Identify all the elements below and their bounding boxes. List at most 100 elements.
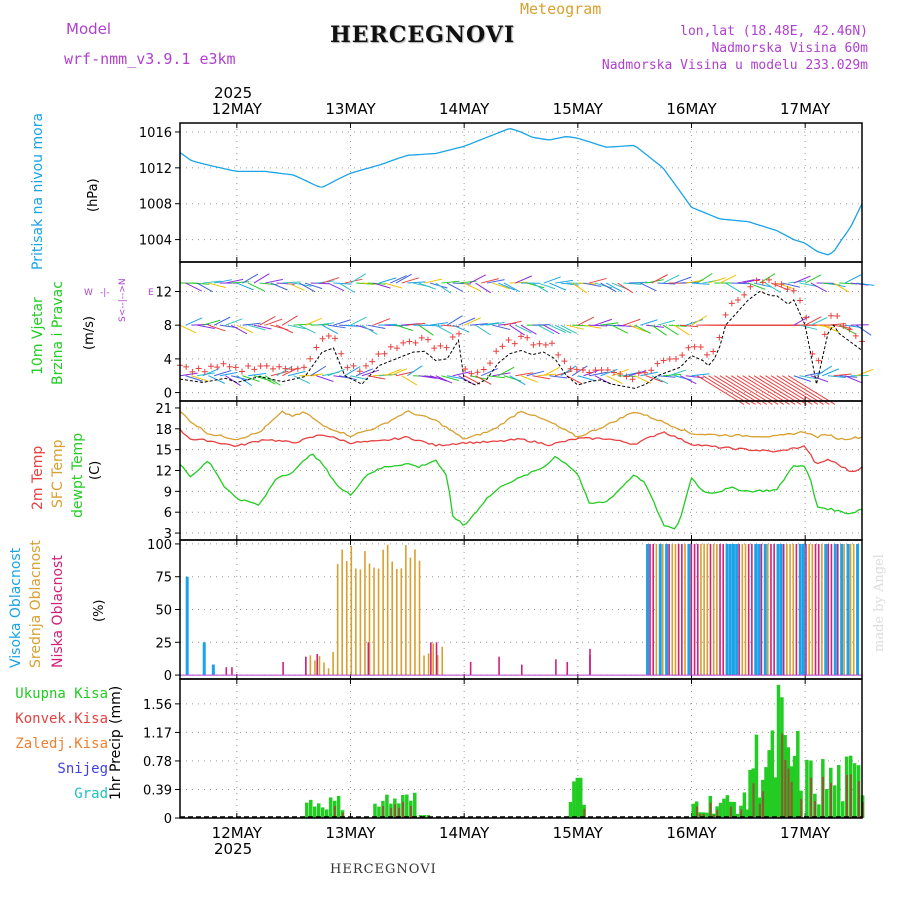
- wind-arrow-0-63: [537, 282, 556, 290]
- cloud-bar-l-81: [747, 543, 750, 676]
- wind-arrow-0-22: [304, 282, 323, 290]
- wind-gust-9: [232, 364, 239, 371]
- wind-gust-80: [673, 355, 679, 362]
- cloud-bar-m-57: [671, 543, 674, 676]
- cloud-bar-l-69: [709, 543, 712, 676]
- wind-arrow-2-113: [822, 368, 840, 377]
- wind-arrow-1-119: [856, 324, 872, 336]
- cloud-bar-l-73: [722, 543, 725, 676]
- wind-gust-94: [759, 279, 766, 286]
- precip-bar-4: [320, 807, 325, 818]
- cloud-bar-l-78: [738, 543, 740, 676]
- day-label-top-4: 16MAY: [666, 100, 717, 118]
- wind-gust-56: [524, 334, 531, 341]
- wind-arrow-2-26: [327, 368, 345, 377]
- wind-arrow-1-20: [293, 323, 312, 326]
- precip-conv-bar-30: [695, 806, 698, 818]
- precip-bar-29: [691, 803, 695, 818]
- cloud-bar-l-82: [751, 543, 753, 676]
- wind-gust-10: [239, 368, 245, 375]
- precip-bar-45: [746, 809, 750, 818]
- wind-arrow-2-92: [702, 375, 751, 405]
- wind-arrow-0-18: [282, 281, 301, 284]
- wind-arrow-2-107: [787, 375, 836, 405]
- cloud-unit-label: (%): [92, 599, 107, 623]
- precip-bar-70: [825, 789, 829, 818]
- wind-arrow-2-0: [179, 372, 198, 377]
- wind-arrow-2-69: [571, 365, 588, 377]
- wind-gust-33: [381, 350, 388, 357]
- cloud-bar-m-20: [373, 567, 375, 676]
- ytick-label-wind-3: 12: [155, 285, 172, 300]
- cloud-bar-l-65: [696, 543, 699, 676]
- wind-arrow-0-28: [338, 282, 355, 293]
- wind-arrow-0-43: [424, 278, 443, 284]
- wind-arrow-0-46: [441, 280, 460, 284]
- compass-north-label: S<--|-->N: [118, 278, 128, 322]
- precip-bar-53: [770, 730, 775, 818]
- wind-arrow-1-8: [225, 318, 243, 326]
- wind-gust-70: [611, 369, 617, 376]
- wind-arrow-1-17: [276, 324, 294, 334]
- wind-gust-21: [307, 355, 314, 362]
- wind-gust-39: [418, 334, 425, 341]
- wind-gust-6: [214, 364, 221, 371]
- wind-arrow-2-112: [816, 365, 832, 377]
- wind-arrow-1-52: [475, 324, 491, 336]
- wind-arrow-2-75: [606, 375, 623, 385]
- wind-arrow-0-17: [276, 282, 295, 285]
- wind-gust-47: [468, 370, 475, 377]
- wind-gust-28: [350, 362, 357, 369]
- wind-arrow-1-30: [350, 316, 367, 326]
- cloud-bar-l-3: [225, 667, 228, 676]
- cloud-bar-m-13: [341, 549, 344, 676]
- wind-gust-65: [580, 366, 586, 373]
- wind-gust-7: [220, 360, 227, 367]
- wind-gust-108: [846, 326, 853, 333]
- wind-arrow-2-101: [753, 375, 802, 405]
- wind-gust-42: [437, 342, 444, 349]
- cloud-bar-h-76: [731, 543, 735, 676]
- cloud-bar-m-14: [345, 561, 348, 676]
- precip-bar-37: [718, 802, 723, 818]
- precip-conv-bar-43: [740, 809, 743, 818]
- wind-arrow-2-91: [696, 375, 745, 405]
- wind-arrow-2-94: [713, 375, 762, 405]
- wind-gust-79: [666, 356, 673, 363]
- ytick-label-temperature-3: 12: [155, 465, 172, 480]
- precip-bar-8: [336, 795, 341, 818]
- precip-bar-73: [836, 765, 841, 818]
- wind-arrow-0-25: [321, 277, 340, 284]
- wind-arrow-0-13: [253, 273, 270, 284]
- wind-gust-84: [697, 344, 704, 351]
- cloud-bar-l-38: [316, 654, 318, 676]
- wind-gust-60: [549, 340, 555, 347]
- wind-arrow-1-12: [248, 324, 266, 331]
- wind-arrow-1-1: [185, 317, 203, 326]
- wind-arrow-1-89: [685, 319, 704, 326]
- wind-gust-78: [660, 357, 667, 364]
- cloud-bar-l-102: [814, 543, 817, 676]
- cloud-bar-m-70: [712, 543, 715, 676]
- cloud-bar-m-80: [744, 543, 747, 676]
- wind-arrow-1-70: [577, 316, 595, 326]
- wind-arrow-2-63: [538, 373, 557, 377]
- wind-arrow-2-86: [668, 369, 687, 377]
- wind-arrow-1-10: [236, 324, 254, 334]
- wind-gust-105: [828, 312, 834, 319]
- precip-conv-bar-79: [861, 802, 864, 818]
- wind-gust-81: [679, 352, 686, 359]
- wind-arrow-2-116: [839, 375, 858, 378]
- page-title: HERCEGNOVI: [330, 22, 516, 48]
- cloud-bar-h-0: [185, 576, 189, 676]
- wind-gust-107: [840, 322, 847, 329]
- wind-arrow-2-39: [401, 375, 418, 386]
- wind-arrow-2-29: [344, 366, 361, 377]
- cloud-bar-m-100: [808, 543, 810, 676]
- wind-gust-102: [809, 350, 816, 357]
- wind-arrow-0-35: [378, 277, 397, 284]
- wind-arrow-1-81: [640, 319, 658, 326]
- wind-arrow-2-108: [793, 375, 812, 382]
- wind-gust-59: [542, 341, 549, 348]
- wind-arrow-2-45: [435, 375, 453, 384]
